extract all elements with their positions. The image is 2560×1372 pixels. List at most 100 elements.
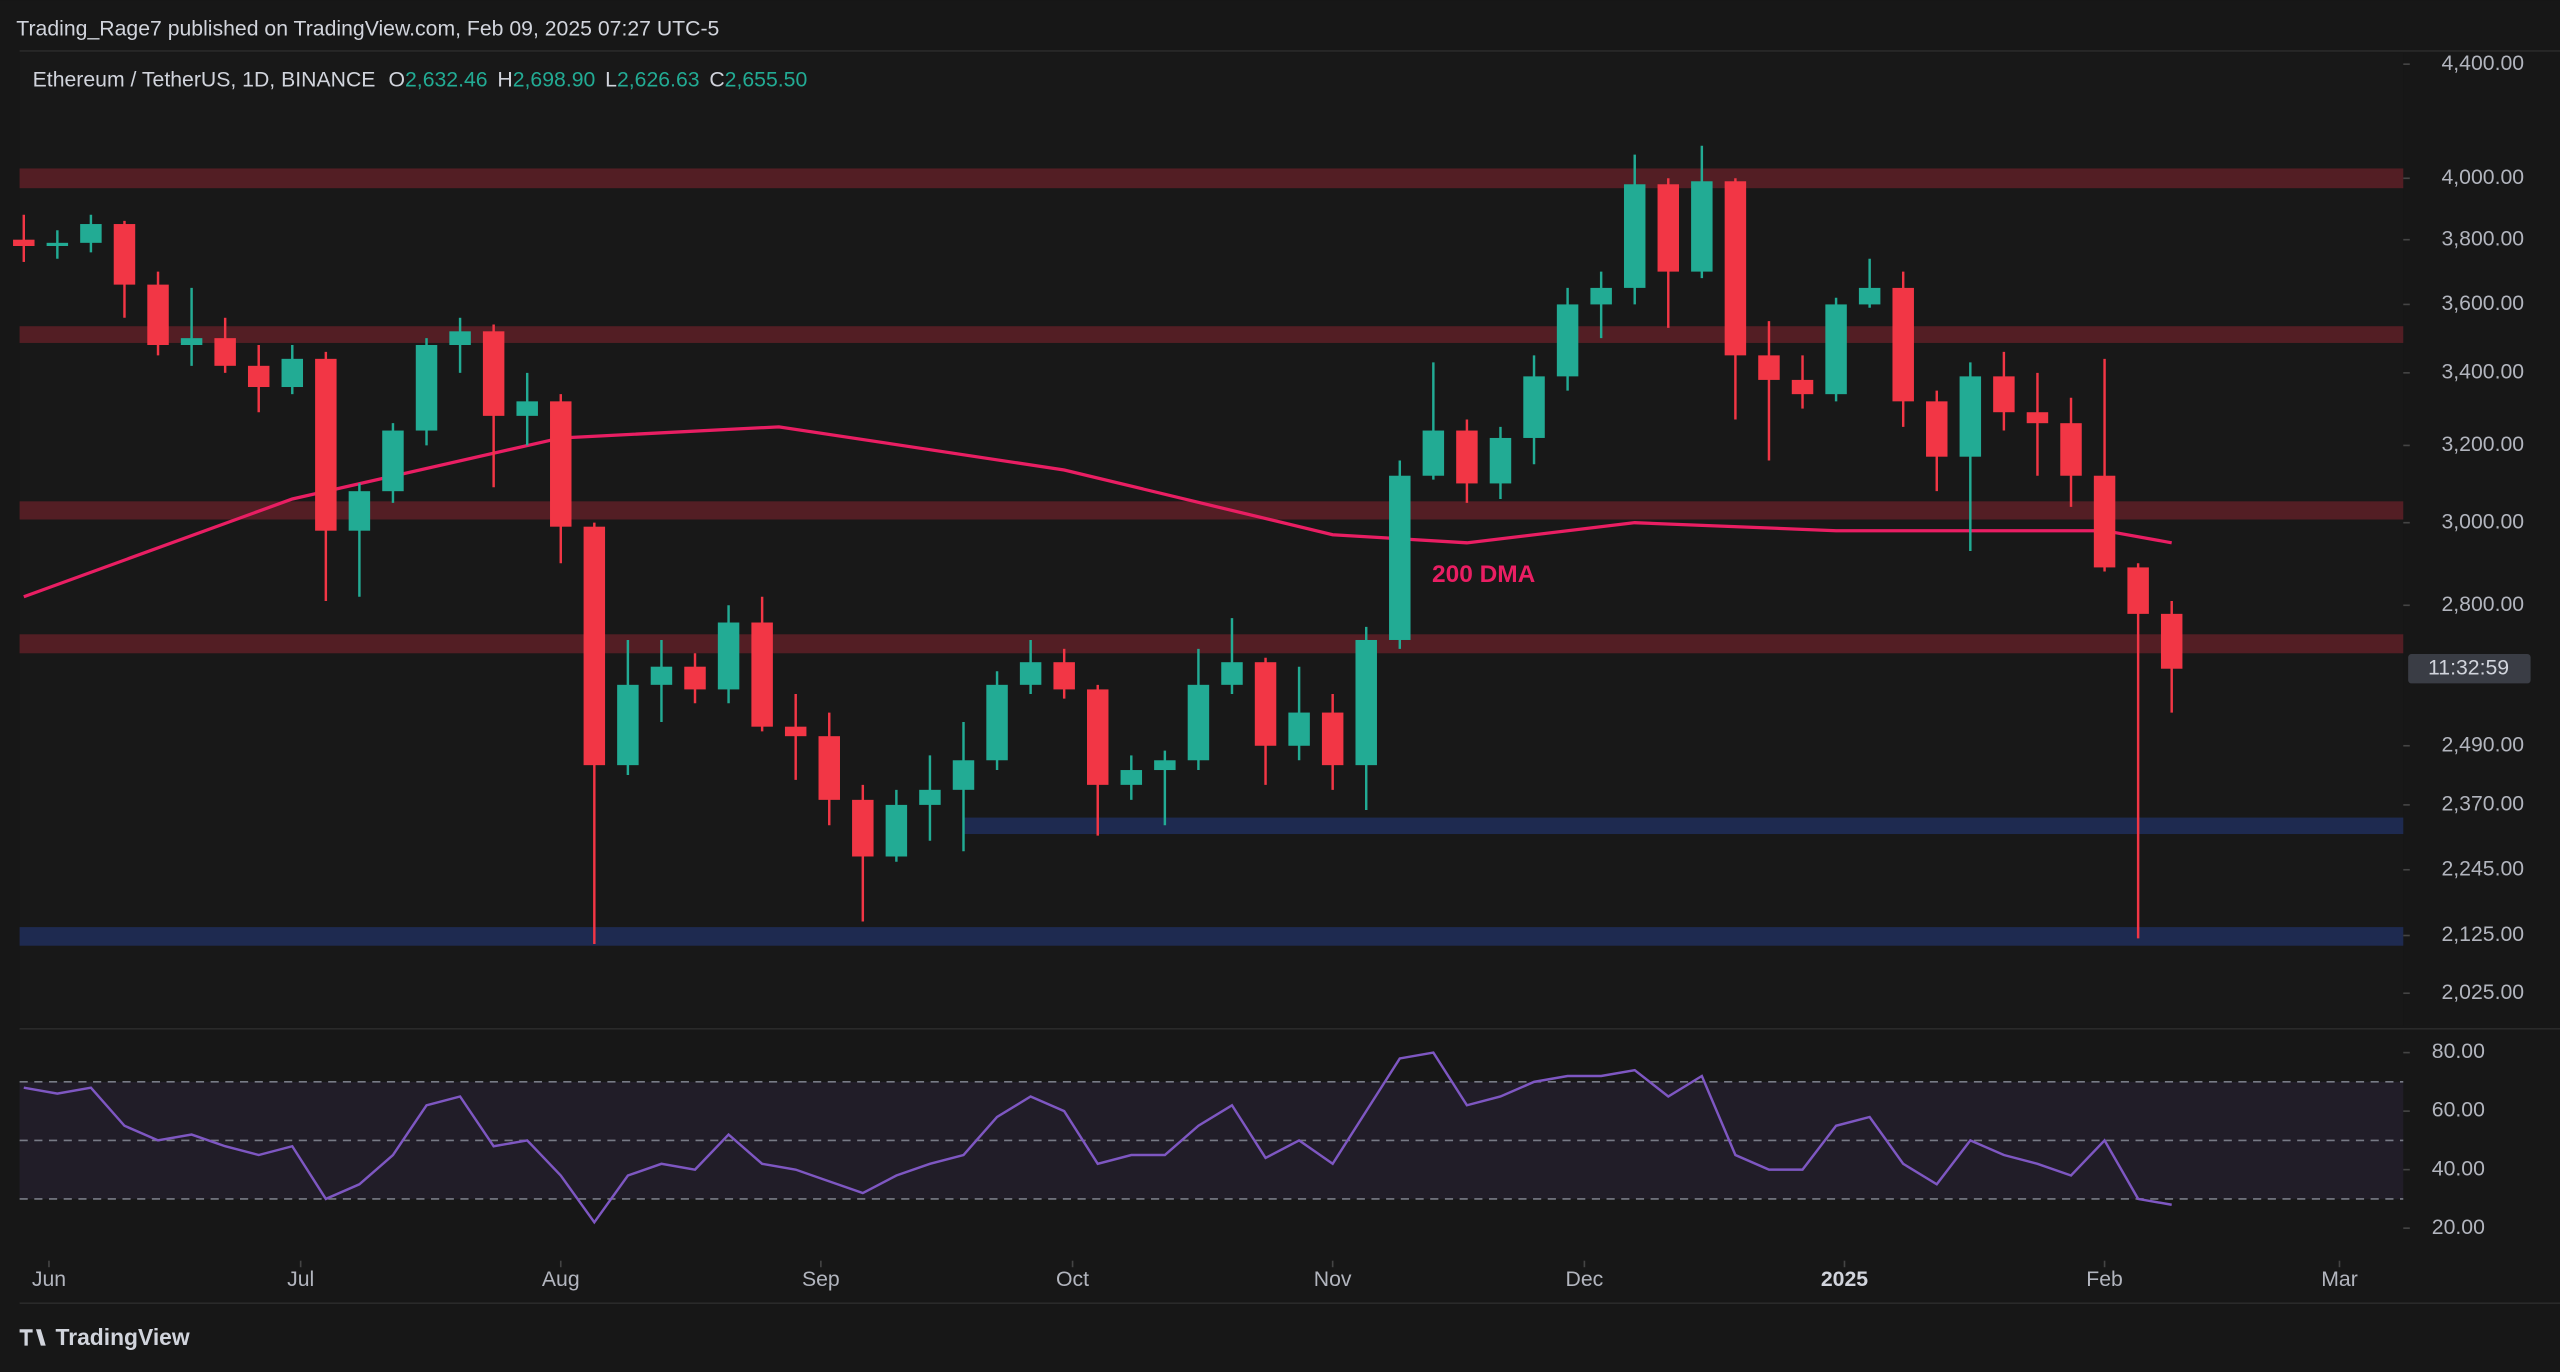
candle-body [1288,712,1310,746]
candle-body [952,760,975,790]
legend-field-value: 2,698.90 [513,68,596,91]
candle-body [1120,770,1143,785]
candle-body [2060,423,2082,476]
candle-body [717,622,740,690]
brand-logo [19,1329,46,1346]
x-tick-label: Feb [2086,1268,2123,1291]
x-tick-label: Sep [802,1268,840,1291]
candle-body [1254,662,1277,746]
candle-body [1959,376,1982,457]
brand: TradingView [56,1324,190,1350]
candle-body [1926,401,1948,457]
candle-body [1993,376,2015,413]
candle-body [1355,639,1377,766]
candle-body [13,239,35,247]
y-tick-label: 80.00 [2432,1040,2485,1063]
candle-body [1187,684,1210,761]
candle-body [1825,304,1847,395]
x-tick-label: 2025 [1821,1268,1868,1291]
candle-body [2160,613,2183,669]
candle-body [247,365,270,388]
candle-body [1523,376,1545,438]
candle-body [1724,181,1747,356]
legend-field-value: 2,655.50 [725,68,808,91]
y-tick-label: 20.00 [2432,1216,2485,1239]
legend-field-label: O [388,68,405,91]
candle-body [449,331,471,346]
y-tick-label: 3,200.00 [2441,433,2524,456]
candle-body [113,224,136,285]
candle-body [1590,287,1612,305]
candle-body [382,430,404,492]
zone [19,927,2404,946]
candle-body [885,804,908,857]
candle-body [1221,662,1243,685]
y-tick-label: 2,490.00 [2441,733,2524,756]
candle-body [1691,181,1713,272]
legend-symbol: Ethereum / TetherUS, 1D, BINANCE [33,68,376,91]
candle-body [516,401,538,416]
candle-body [1556,304,1579,377]
candle-body [80,224,102,243]
y-tick-label: 4,400.00 [2441,52,2524,75]
legend-field-label: H [497,68,512,91]
legend: Ethereum / TetherUS, 1D, BINANCE O2,632.4… [33,68,808,91]
candle-body [1019,662,1042,685]
candle-body [180,338,203,346]
candle-body [315,358,337,531]
zone [19,634,2404,654]
candle-body [1791,379,1814,395]
zone [963,817,2404,835]
countdown: 11:32:59 [2428,656,2509,679]
x-tick-label: Dec [1566,1268,1604,1291]
candle-body [617,684,639,766]
countdown-box [2408,654,2531,684]
candle-body [1456,430,1478,484]
zone [19,326,2404,343]
candle-body [550,401,572,527]
candle-body [1892,287,1914,402]
y-tick-label: 3,600.00 [2441,292,2524,315]
legend-field-value: 2,632.46 [405,68,488,91]
candle-body [2127,567,2149,614]
x-tick-label: Jun [32,1268,66,1291]
y-tick-label: 40.00 [2432,1157,2485,1180]
moving-average [23,425,2172,599]
y-tick-label: 2,370.00 [2441,793,2524,816]
candle-body [1858,287,1881,305]
y-tick-label: 60.00 [2432,1099,2485,1122]
candle-body [818,736,840,800]
y-tick-label: 3,400.00 [2441,360,2524,383]
candle-body [986,684,1008,761]
y-tick-label: 2,125.00 [2441,923,2524,946]
x-tick-label: Jul [287,1268,314,1291]
candle-body [852,799,874,857]
candle-body [1087,689,1109,785]
y-tick-label: 3,000.00 [2441,510,2524,533]
x-tick-label: Oct [1056,1268,1089,1291]
candle-body [2093,475,2116,568]
candle-body [281,358,304,388]
candle-body [1758,355,1780,380]
legend-field-value: 2,626.63 [617,68,700,91]
legend-field-label: L [605,68,617,91]
candle-body [1623,184,1646,288]
candle-body [784,726,807,737]
candle-body [1422,430,1445,476]
legend-field-label: C [709,68,724,91]
candle-body [348,491,371,531]
publish-title: Trading_Rage7 published on TradingView.c… [16,17,719,40]
candle-body [583,526,606,766]
candle-body [214,338,236,366]
candle-body [482,331,505,416]
candle-body [1154,760,1176,771]
candle-body [415,345,438,431]
y-tick-label: 3,800.00 [2441,227,2524,250]
x-tick-label: Nov [1314,1268,1352,1291]
zone [19,168,2404,189]
zone [19,501,2404,520]
candle-body [1053,662,1075,690]
rsi-line [23,1051,2172,1225]
candle-body [919,789,941,805]
